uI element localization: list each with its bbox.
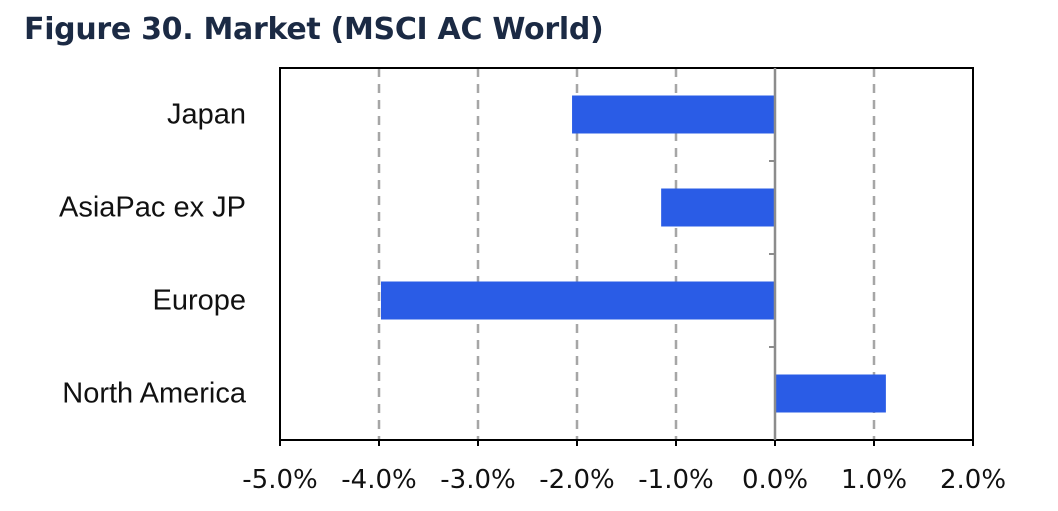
- category-labels: Japan AsiaPac ex JP Europe North America: [59, 99, 247, 410]
- x-tick-label: -4.0%: [341, 465, 416, 495]
- category-label: AsiaPac ex JP: [59, 192, 246, 224]
- x-tick-labels: -5.0% -4.0% -3.0% -2.0% -1.0% 0.0% 1.0% 2.0%: [242, 465, 1006, 495]
- bars: [380, 95, 886, 413]
- bar-europe: [380, 281, 775, 320]
- x-tick-label: 0.0%: [742, 465, 808, 495]
- category-label: Europe: [152, 285, 246, 317]
- chart-title: Figure 30. Market (MSCI AC World): [24, 12, 604, 47]
- x-tick-label: -5.0%: [242, 465, 317, 495]
- x-tick-label: -1.0%: [638, 465, 713, 495]
- bar-north-america: [775, 374, 886, 413]
- x-tick-label: 1.0%: [841, 465, 907, 495]
- category-label: Japan: [167, 99, 246, 131]
- bar-asiapac-ex-jp: [661, 188, 775, 227]
- x-tick-label: -2.0%: [539, 465, 614, 495]
- x-tick-label: 2.0%: [940, 465, 1006, 495]
- axes: [279, 67, 974, 446]
- x-tick-label: -3.0%: [440, 465, 515, 495]
- bar-japan: [572, 95, 775, 134]
- category-label: North America: [62, 378, 247, 410]
- plot-frame: [279, 67, 974, 441]
